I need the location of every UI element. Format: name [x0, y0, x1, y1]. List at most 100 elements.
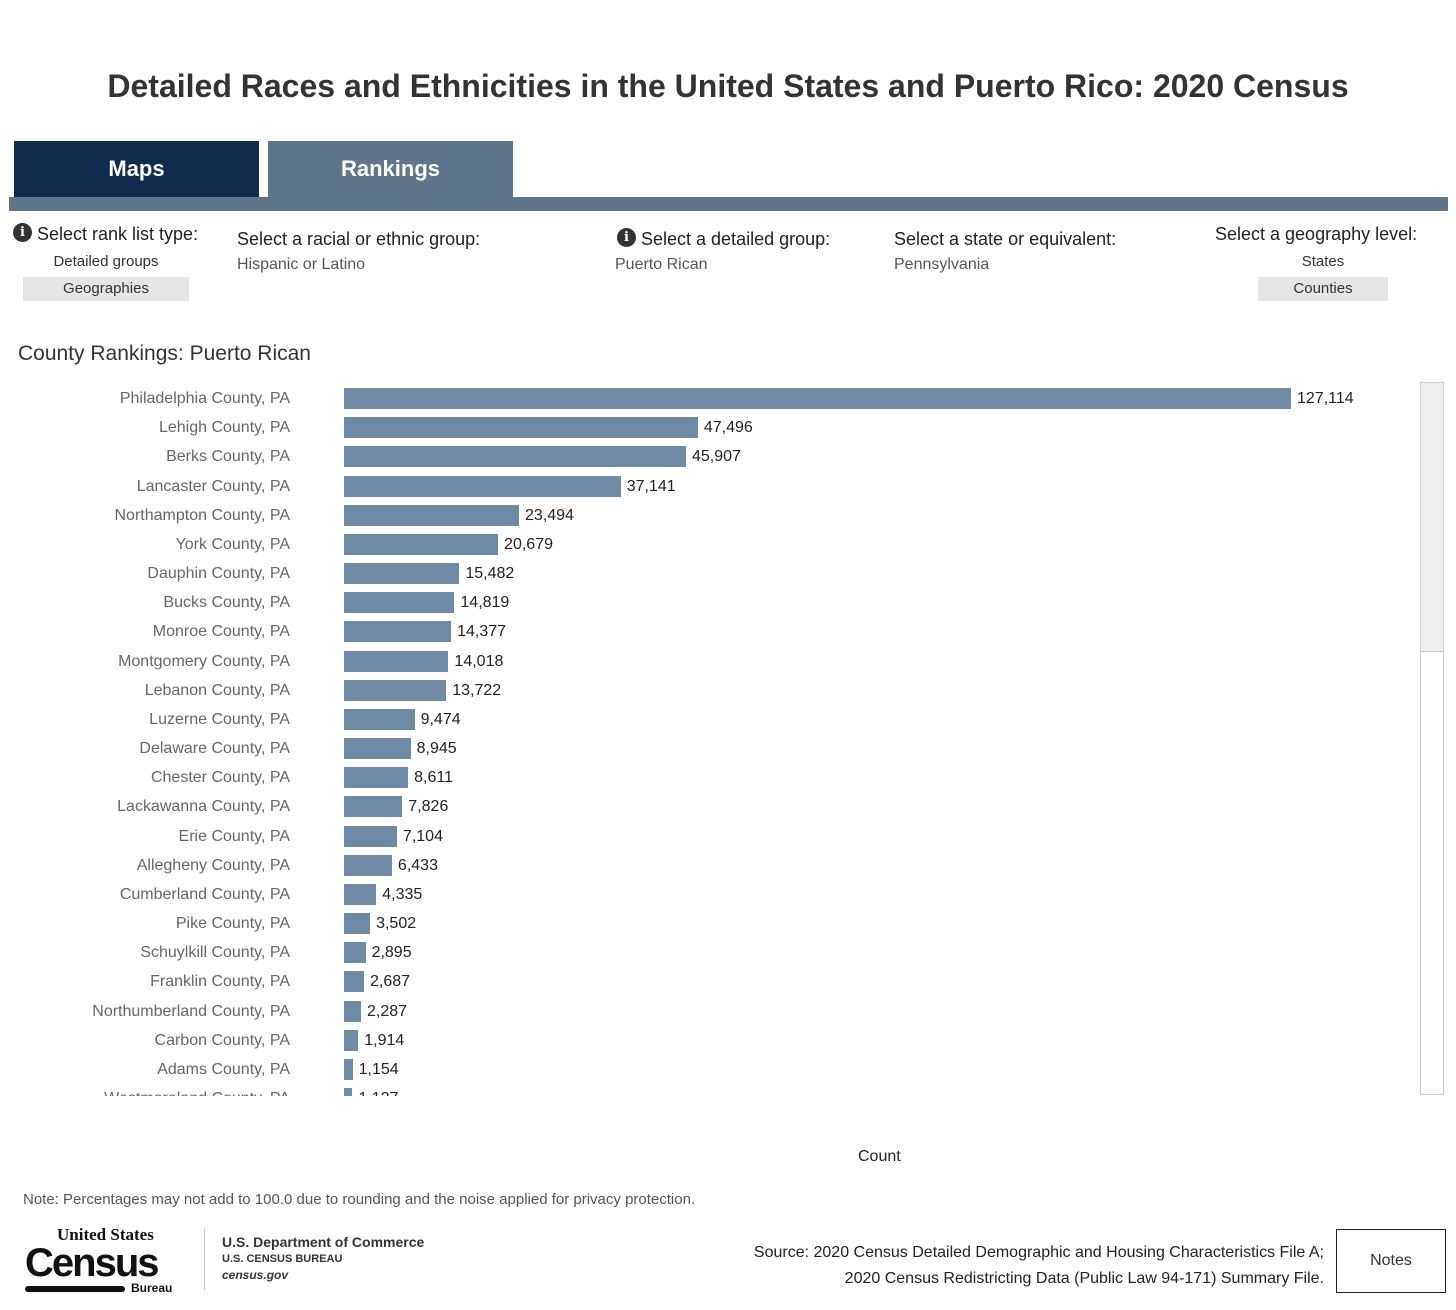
data-label: 2,687 [370, 973, 411, 991]
data-label: 37,141 [626, 477, 676, 495]
data-label: 1,154 [358, 1060, 399, 1078]
group-select[interactable]: Hispanic or Latino [237, 256, 366, 273]
bar[interactable] [344, 913, 371, 935]
data-label: 15,482 [465, 565, 515, 583]
category-label: Schuylkill County, PA [140, 944, 290, 962]
bar[interactable] [344, 738, 411, 760]
category-label: Northampton County, PA [114, 506, 291, 524]
bar[interactable] [344, 533, 499, 555]
data-label: 47,496 [703, 419, 753, 437]
category-label: Lancaster County, PA [136, 477, 290, 495]
bar[interactable] [344, 1000, 362, 1022]
category-label: Pike County, PA [175, 915, 290, 933]
bar[interactable] [344, 563, 460, 585]
bar[interactable] [344, 883, 377, 905]
scrollbar-thumb[interactable] [1421, 383, 1443, 652]
data-label: 45,907 [692, 448, 741, 466]
data-label: 2,287 [367, 1002, 408, 1020]
bar[interactable] [344, 708, 415, 730]
category-label: Montgomery County, PA [118, 652, 290, 670]
data-label: 20,679 [504, 535, 553, 553]
data-label: 1,127 [358, 1088, 398, 1096]
bar[interactable] [344, 592, 455, 614]
rank-type-text: Select rank list type: [37, 224, 199, 244]
page-title: Detailed Races and Ethnicities in the Un… [107, 68, 1349, 104]
bar[interactable] [344, 1029, 359, 1051]
option-detailed-groups[interactable]: Detailed groups [53, 253, 159, 270]
geo-label: Select a geography level: [1215, 224, 1418, 244]
bar[interactable] [344, 475, 621, 497]
x-axis-label: Count [858, 1148, 901, 1165]
source-text: Source: 2020 Census Detailed Demographic… [754, 1240, 1324, 1292]
state-label: Select a state or equivalent: [894, 229, 1117, 249]
category-label: Adams County, PA [157, 1060, 290, 1078]
logo-divider [204, 1228, 205, 1290]
data-label: 3,502 [376, 915, 417, 933]
category-label: Monroe County, PA [152, 623, 290, 641]
data-label: 127,114 [1297, 390, 1354, 407]
source-line1: Source: 2020 Census Detailed Demographic… [753, 1244, 1324, 1261]
category-label: Northumberland County, PA [92, 1002, 290, 1020]
data-label: 1,914 [364, 1031, 405, 1049]
category-label: Lebanon County, PA [144, 681, 290, 699]
category-label: Erie County, PA [178, 827, 290, 845]
footer-note: Note: Percentages may not add to 100.0 d… [23, 1191, 696, 1208]
logo-line1: United States [57, 1225, 154, 1244]
bar[interactable] [344, 417, 698, 439]
category-label: Cumberland County, PA [119, 885, 290, 903]
census-logo[interactable]: United States Census Bureau [25, 1226, 195, 1296]
detailed-text: Select a detailed group: [641, 229, 831, 249]
option-geographies[interactable]: Geographies [23, 277, 189, 301]
bar[interactable] [344, 388, 1291, 409]
option-counties[interactable]: Counties [1258, 277, 1388, 301]
state-select[interactable]: Pennsylvania [894, 256, 990, 273]
category-label: Westmoreland County, PA [104, 1088, 290, 1096]
category-label: Bucks County, PA [163, 594, 290, 612]
data-label: 4,335 [382, 885, 423, 903]
option-states[interactable]: States [1301, 253, 1345, 270]
bar[interactable] [344, 621, 452, 643]
notes-button[interactable]: Notes [1336, 1229, 1446, 1293]
info-icon[interactable]: i [13, 223, 32, 242]
bar[interactable] [344, 679, 447, 701]
data-label: 13,722 [452, 681, 502, 699]
bar[interactable] [344, 767, 409, 789]
category-label: Chester County, PA [150, 769, 290, 787]
bar[interactable] [344, 854, 392, 876]
bar[interactable] [344, 942, 366, 964]
rank-type-label: i Select rank list type: [13, 223, 198, 245]
data-label: 14,018 [454, 652, 504, 670]
logo-line3: Bureau [131, 1281, 173, 1295]
scrollbar[interactable] [1420, 382, 1444, 1095]
category-label: York County, PA [175, 535, 290, 553]
category-label: Lehigh County, PA [158, 419, 290, 437]
bar[interactable] [344, 504, 520, 526]
data-label: 7,826 [408, 798, 449, 816]
tab-band [9, 197, 1448, 211]
bar[interactable] [344, 1088, 353, 1096]
bar[interactable] [344, 796, 403, 818]
category-label: Delaware County, PA [139, 740, 290, 758]
category-label: Luzerne County, PA [149, 710, 290, 728]
logo-bar [25, 1286, 125, 1292]
data-label: 9,474 [420, 710, 461, 728]
tab-maps[interactable]: Maps [14, 141, 259, 197]
bar[interactable] [344, 650, 449, 672]
info-icon[interactable]: i [617, 228, 636, 247]
category-label: Allegheny County, PA [136, 856, 290, 874]
data-label: 2,895 [371, 944, 412, 962]
category-label: Berks County, PA [166, 448, 290, 466]
tab-rankings[interactable]: Rankings [268, 141, 513, 197]
bar[interactable] [344, 825, 397, 847]
bar[interactable] [344, 1058, 353, 1080]
bar[interactable] [344, 446, 686, 468]
data-label: 14,377 [457, 623, 507, 641]
bar[interactable] [344, 971, 365, 993]
census-gov-link[interactable]: census.gov [222, 1268, 289, 1282]
group-label: Select a racial or ethnic group: [237, 229, 481, 249]
dept-text: U.S. Department of Commerce [222, 1234, 425, 1250]
data-label: 14,819 [460, 594, 510, 612]
detailed-select[interactable]: Puerto Rican [615, 256, 708, 273]
data-label: 8,945 [416, 740, 457, 758]
detailed-label: i Select a detailed group: [617, 228, 830, 250]
